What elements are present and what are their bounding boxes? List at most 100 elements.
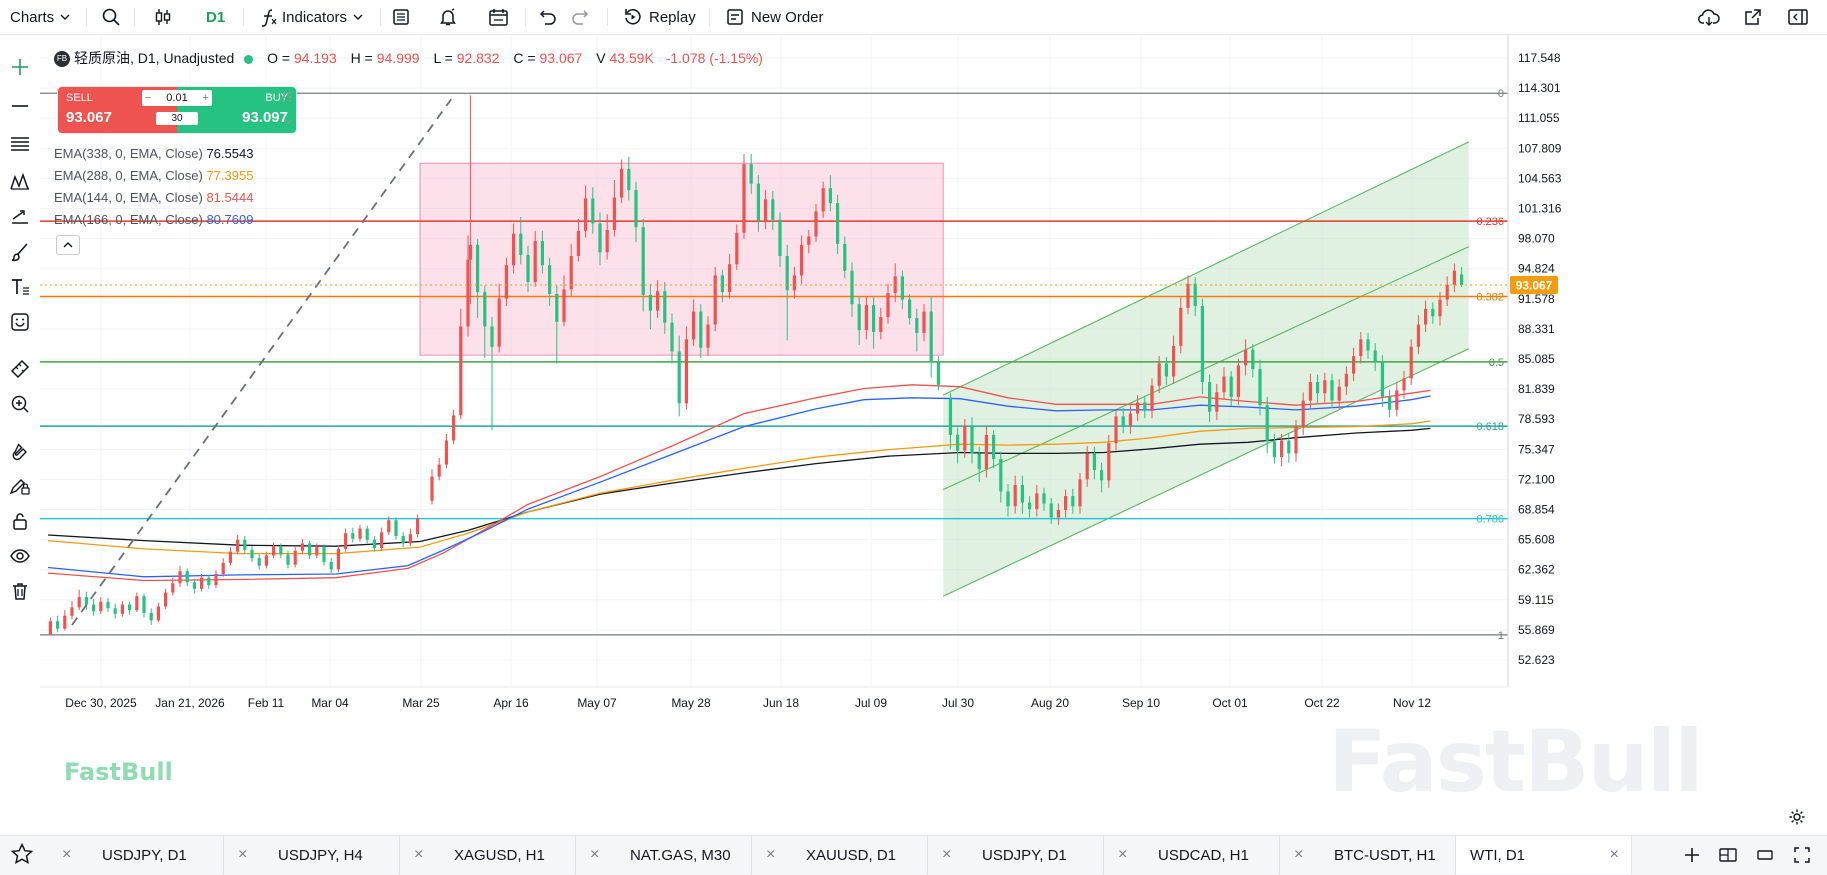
trendline-drawing[interactable]	[40, 98, 1508, 626]
add-tab-button[interactable]	[1683, 846, 1701, 869]
indicator-row[interactable]: EMA(144, 0, EMA, Close) 81.5444	[54, 187, 253, 209]
charts-menu-button[interactable]: Charts	[10, 0, 72, 34]
close-icon[interactable]: ×	[942, 846, 952, 863]
indicator-legend: EMA(338, 0, EMA, Close) 76.5543 EMA(288,…	[54, 143, 253, 231]
chart-tab[interactable]: × USDCAD, H1	[1104, 836, 1280, 874]
close-icon[interactable]: ×	[62, 846, 72, 863]
parallel-channel-drawing[interactable]	[942, 141, 1470, 597]
decrease-lot-button[interactable]: −	[145, 92, 152, 104]
drag-handle[interactable]	[281, 90, 293, 109]
lock-drawings-tool[interactable]	[0, 470, 40, 502]
candle	[214, 570, 218, 588]
candle-body	[526, 255, 530, 282]
chart-settings-button[interactable]	[1788, 808, 1806, 831]
chart-tab[interactable]: × XAUUSD, D1	[752, 836, 928, 874]
redo-button[interactable]	[570, 0, 590, 34]
indicators-button[interactable]: Indicators	[260, 0, 365, 34]
toolbar-divider	[134, 8, 135, 26]
price-axis[interactable]: 117.548 114.301 111.055 107.809 104.563 101.3…	[1507, 35, 1827, 835]
projection-tool[interactable]	[0, 201, 40, 233]
candle-body	[490, 326, 494, 347]
buy-button[interactable]: BUY 93.097	[216, 87, 296, 133]
ema-line	[47, 395, 1431, 578]
candle	[459, 308, 463, 420]
candle-body	[1157, 363, 1161, 386]
candle-body	[243, 539, 247, 550]
alert-button[interactable]	[438, 0, 458, 34]
candle	[821, 181, 825, 218]
pattern-tool[interactable]	[0, 166, 40, 198]
zoom-tool[interactable]	[0, 388, 40, 420]
favorites-button[interactable]	[10, 842, 34, 871]
collapse-indicators-button[interactable]	[56, 235, 80, 255]
search-button[interactable]	[101, 0, 121, 34]
new-order-button[interactable]: New Order	[725, 0, 824, 34]
chart-tab[interactable]: × WTI, D1	[1456, 836, 1632, 874]
increase-lot-button[interactable]: +	[202, 92, 209, 104]
text-tool[interactable]	[0, 271, 40, 303]
rectangle-drawing[interactable]	[419, 162, 944, 356]
chart-tab[interactable]: × USDJPY, D1	[48, 836, 224, 874]
trade-panel-toggle[interactable]	[283, 114, 293, 132]
fullscreen-button[interactable]	[1793, 846, 1811, 869]
fib-retracement[interactable]: 0 0.236 0.382 0.5 0.618 0.786 1	[40, 88, 1508, 642]
time-tick-label: Aug 20	[1031, 696, 1069, 710]
magnet-tool[interactable]	[0, 435, 40, 467]
candle-body	[358, 528, 362, 539]
chart-tab[interactable]: × USDJPY, D1	[928, 836, 1104, 874]
minimize-button[interactable]	[1756, 846, 1774, 869]
calendar-button[interactable]	[488, 0, 510, 34]
cloud-save-button[interactable]	[1697, 0, 1721, 34]
chart-type-button[interactable]	[153, 0, 173, 34]
undo-button[interactable]	[538, 0, 558, 34]
close-icon[interactable]: ×	[414, 846, 424, 863]
candle	[279, 543, 283, 559]
delete-tool[interactable]	[0, 575, 40, 607]
horizontal-line-tool[interactable]	[0, 90, 40, 122]
candle-body	[728, 264, 732, 293]
split-layout-button[interactable]	[1718, 846, 1738, 869]
brush-tool[interactable]	[0, 236, 40, 268]
chart-tab[interactable]: × XAGUSD, H1	[400, 836, 576, 874]
candle-body	[1366, 339, 1370, 351]
measure-tool[interactable]	[0, 353, 40, 385]
chart-tab[interactable]: × NAT.GAS, M30	[576, 836, 752, 874]
interval-button[interactable]: D1	[206, 8, 226, 26]
close-icon[interactable]: ×	[590, 846, 600, 863]
sell-button[interactable]: SELL 93.067	[58, 87, 138, 133]
candle-body	[929, 311, 933, 363]
lot-value[interactable]: 0.01	[166, 92, 188, 104]
visibility-tool[interactable]	[0, 540, 40, 572]
candle	[1251, 344, 1255, 378]
crosshair-tool[interactable]	[0, 51, 40, 83]
symbol-title[interactable]: 轻质原油, D1, Unadjusted	[74, 50, 235, 66]
candle	[430, 469, 434, 505]
close-icon[interactable]: ×	[1118, 846, 1128, 863]
replay-button[interactable]: Replay	[623, 0, 696, 34]
close-icon[interactable]: ×	[1294, 846, 1304, 863]
time-axis[interactable]: Dec 30, 2025 Jan 21, 2026 Feb 11 Mar 04 Mar …	[40, 686, 1508, 710]
candle	[1229, 370, 1233, 407]
close-icon[interactable]: ×	[1609, 846, 1619, 863]
indicator-row[interactable]: EMA(338, 0, EMA, Close) 76.5543	[54, 143, 253, 165]
layout-button[interactable]	[391, 0, 411, 34]
fib-retracement-tool[interactable]	[0, 128, 40, 160]
candle-body	[612, 197, 616, 230]
candle	[663, 281, 667, 334]
indicator-row[interactable]: EMA(166, 0, EMA, Close) 80.7609	[54, 209, 253, 231]
lot-stepper[interactable]: − 0.01 +	[142, 90, 212, 106]
indicator-row[interactable]: EMA(288, 0, EMA, Close) 77.3955	[54, 165, 253, 187]
popout-button[interactable]	[1743, 0, 1763, 34]
price-tick-label: 55.869	[1518, 623, 1555, 637]
unlock-tool[interactable]	[0, 505, 40, 537]
close-icon[interactable]: ×	[766, 846, 776, 863]
chart-tab[interactable]: × BTC-USDT, H1	[1280, 836, 1456, 874]
horizontal-line-icon	[12, 105, 28, 107]
candle	[1100, 462, 1104, 493]
collapse-panel-button[interactable]	[1787, 0, 1809, 34]
chart-tab[interactable]: × USDJPY, H4	[224, 836, 400, 874]
candle-body	[1431, 308, 1435, 317]
close-icon[interactable]: ×	[238, 846, 248, 863]
emoji-tool[interactable]	[0, 306, 40, 338]
price-chart[interactable]: 0 0.236 0.382 0.5 0.618 0.786 1 117.548 114.301…	[40, 35, 1827, 835]
